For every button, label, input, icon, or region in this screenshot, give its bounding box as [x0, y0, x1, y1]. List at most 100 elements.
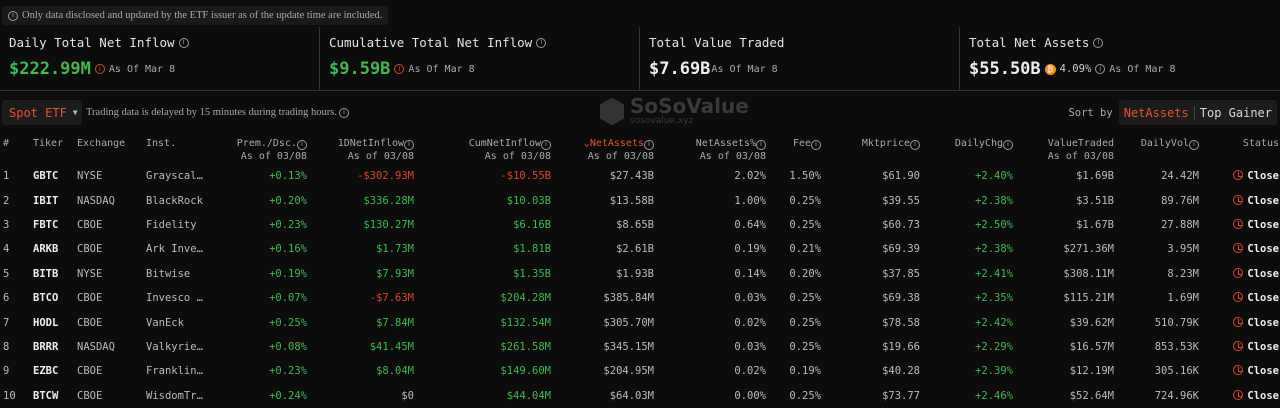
cell-dailychg: +2.42% — [975, 316, 1013, 329]
info-icon[interactable]: i — [1095, 64, 1106, 74]
cell-dailychg: +2.50% — [975, 218, 1013, 231]
column-header-tiker[interactable]: Tiker — [33, 138, 64, 149]
cell-netassets: $204.95M — [603, 365, 654, 378]
delay-note: Trading data is delayed by 15 minutes du… — [86, 107, 349, 118]
cell-tiker[interactable]: BITB — [33, 267, 59, 280]
column-header-fee[interactable]: Fee i — [766, 137, 821, 163]
table-row[interactable]: 1 GBTC NYSE Grayscal… +0.13% -$302.93M -$10.55… — [0, 164, 1279, 188]
info-icon[interactable]: i — [1093, 37, 1104, 48]
table-row[interactable]: 4 ARKB CBOE Ark Inve… +0.16% $1.73M $1.81B $2.6… — [0, 237, 1279, 261]
cell-tiker[interactable]: EZBC — [33, 365, 59, 378]
column-header-dailyvol[interactable]: DailyVol i — [1114, 137, 1199, 163]
cell-tiker[interactable]: IBIT — [33, 194, 59, 207]
clock-icon — [1233, 218, 1244, 229]
column-header-exchange[interactable]: Exchange — [77, 138, 126, 149]
clock-icon — [1233, 170, 1244, 181]
sort-top-gainer-button[interactable]: Top Gainer — [1199, 105, 1272, 120]
cell-dailyvol: 853.53K — [1154, 340, 1199, 353]
etf-table-body: 1 GBTC NYSE Grayscal… +0.13% -$302.93M -$10.55… — [0, 164, 1279, 408]
cell-cumnetinflow: $10.03B — [506, 194, 551, 207]
info-icon[interactable]: i — [536, 37, 547, 48]
cell-prem-dsc: +0.13% — [269, 170, 307, 183]
cell-netassets: 0.03% — [734, 292, 766, 305]
cell-fee: 0.21% — [789, 243, 821, 256]
table-row[interactable]: 10 BTCW CBOE WisdomTr… +0.24% $0 $44.04M $64.03… — [0, 384, 1279, 408]
info-icon[interactable]: i — [910, 139, 920, 150]
column-header-netassets[interactable]: NetAssets% i As of 03/08 — [695, 138, 766, 162]
info-icon[interactable]: i — [644, 139, 654, 150]
table-row[interactable]: 7 HODL CBOE VanEck +0.25% $7.84M $132.54M $305.… — [0, 310, 1279, 334]
divider — [0, 90, 1280, 91]
cell-valuetraded: $52.64M — [1069, 389, 1114, 402]
cell-1dnetinflow: $7.84M — [376, 316, 414, 329]
cell-prem-dsc: +0.25% — [269, 316, 307, 329]
alert-icon[interactable]: i — [94, 64, 105, 74]
cell-status: Close — [1199, 194, 1279, 208]
etf-type-dropdown[interactable]: Spot ETF ▼ — [2, 100, 82, 125]
info-icon[interactable]: i — [297, 139, 307, 150]
column-header-netassets[interactable]: ⌄NetAssets i As of 03/08 — [583, 138, 654, 162]
cell-inst: Valkyrie… — [146, 340, 203, 353]
cell-dailychg: +2.40% — [975, 170, 1013, 183]
info-icon[interactable]: i — [756, 139, 766, 150]
cell-tiker[interactable]: ARKB — [33, 243, 59, 256]
table-row[interactable]: 2 IBIT NASDAQ BlackRock +0.20% $336.28M $10.03… — [0, 188, 1279, 212]
cell-inst: Invesco … — [146, 292, 203, 305]
clock-icon — [1233, 340, 1244, 351]
info-icon[interactable]: i — [178, 37, 189, 48]
column-header-[interactable]: # — [3, 138, 10, 149]
info-icon[interactable]: i — [339, 107, 349, 118]
cell-dailyvol: 1.69M — [1167, 292, 1199, 305]
cell-mktprice: $69.38 — [882, 292, 920, 305]
info-icon[interactable]: i — [404, 139, 414, 150]
cell-cumnetinflow: -$10.55B — [500, 170, 551, 183]
cell-inst: Ark Inve… — [146, 243, 203, 256]
column-header-inst[interactable]: Inst. — [146, 138, 177, 149]
info-icon[interactable]: i — [1189, 139, 1199, 150]
table-row[interactable]: 9 EZBC CBOE Franklin… +0.23% $8.04M $149.60M $2… — [0, 359, 1279, 383]
cell-netassets: 0.03% — [734, 340, 766, 353]
cell-netassets: $8.65B — [616, 218, 654, 231]
cell-exchange: NYSE — [77, 267, 103, 280]
cell-exchange: CBOE — [77, 292, 103, 305]
column-header-1dnetinflow[interactable]: 1DNetInflow i As of 03/08 — [337, 138, 414, 162]
cell-netassets: 0.19% — [734, 243, 766, 256]
column-header-mktprice[interactable]: Mktprice i — [821, 137, 920, 163]
cell-valuetraded: $16.57M — [1069, 340, 1114, 353]
cell-tiker[interactable]: FBTC — [33, 218, 59, 231]
cell-dailyvol: 27.88M — [1161, 218, 1199, 231]
cell-tiker[interactable]: GBTC — [33, 170, 59, 183]
cell-tiker[interactable]: BTCW — [33, 389, 59, 402]
column-header-cumnetinflow[interactable]: CumNetInflow i As of 03/08 — [468, 138, 551, 162]
stat-daily-net-inflow: Daily Total Net Inflow i $222.99M i As Of M… — [0, 27, 320, 90]
cell-dailychg: +2.41% — [975, 267, 1013, 280]
cell-fee: 0.25% — [789, 316, 821, 329]
column-header-status[interactable]: Status — [1242, 138, 1279, 149]
cell-valuetraded: $12.19M — [1069, 365, 1114, 378]
table-row[interactable]: 8 BRRR NASDAQ Valkyrie… +0.08% $41.45M $261.58… — [0, 335, 1279, 359]
info-icon[interactable]: i — [541, 139, 551, 150]
cell-netassets: 0.64% — [734, 218, 766, 231]
cell-netassets: 0.14% — [734, 267, 766, 280]
cell-netassets: $385.84M — [603, 292, 654, 305]
column-header-prem-dsc[interactable]: Prem./Dsc. i As of 03/08 — [236, 138, 307, 162]
alert-icon[interactable]: i — [394, 64, 405, 74]
column-header-valuetraded[interactable]: ValueTraded As of 03/08 — [1047, 138, 1114, 162]
cell-valuetraded: $1.69B — [1076, 170, 1114, 183]
info-icon[interactable]: i — [811, 139, 821, 150]
cell-netassets: 0.02% — [734, 365, 766, 378]
cell-mktprice: $40.28 — [882, 365, 920, 378]
sort-netassets-button[interactable]: NetAssets — [1119, 105, 1195, 120]
cell-valuetraded: $39.62M — [1069, 316, 1114, 329]
cell-dailyvol: 3.95M — [1167, 243, 1199, 256]
table-row[interactable]: 3 FBTC CBOE Fidelity +0.23% $130.27M $6.16B $8.… — [0, 213, 1279, 237]
column-header-dailychg[interactable]: DailyChg i — [920, 137, 1013, 163]
table-row[interactable]: 5 BITB NYSE Bitwise +0.19% $7.93M $1.35B $1.93B… — [0, 262, 1279, 286]
cell-tiker[interactable]: HODL — [33, 316, 59, 329]
cell-tiker[interactable]: BTCO — [33, 292, 59, 305]
table-row[interactable]: 6 BTCO CBOE Invesco … +0.07% -$7.63M $204.28M $… — [0, 286, 1279, 310]
info-icon[interactable]: i — [1003, 139, 1013, 150]
cell-tiker[interactable]: BRRR — [33, 340, 59, 353]
cell-netassets: $1.93B — [616, 267, 654, 280]
cell-status: Close — [1199, 340, 1279, 354]
